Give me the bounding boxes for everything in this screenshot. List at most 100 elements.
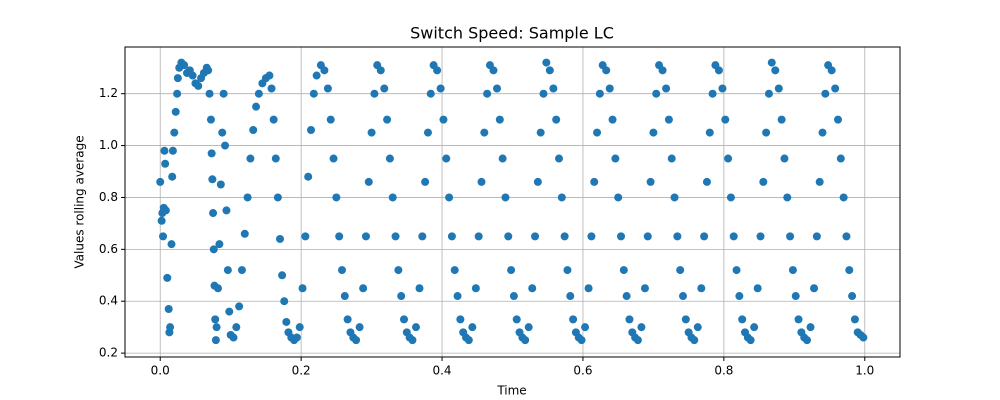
point — [512, 315, 521, 324]
point — [818, 128, 827, 137]
point — [474, 232, 483, 241]
point — [411, 323, 420, 332]
point — [566, 292, 575, 301]
point — [211, 315, 220, 324]
point — [276, 234, 284, 243]
point — [157, 216, 166, 225]
point — [794, 315, 803, 324]
point — [542, 58, 551, 67]
point — [180, 61, 189, 70]
point — [249, 126, 258, 135]
point — [280, 297, 289, 306]
point — [545, 66, 554, 75]
point — [207, 149, 216, 158]
point — [714, 66, 723, 75]
point — [477, 177, 486, 186]
point — [812, 232, 821, 241]
point — [521, 336, 530, 345]
point — [764, 89, 773, 98]
point — [219, 89, 228, 98]
point — [581, 323, 590, 332]
point — [593, 128, 602, 137]
point — [848, 292, 857, 301]
point — [323, 84, 332, 93]
point — [617, 232, 625, 241]
point — [442, 154, 451, 163]
point — [383, 115, 392, 124]
x-tick-label: 0.0 — [151, 364, 170, 378]
point — [376, 66, 385, 75]
point — [232, 323, 241, 332]
point — [859, 333, 868, 342]
point — [209, 209, 218, 218]
point — [834, 115, 842, 124]
point — [329, 154, 338, 163]
point — [569, 315, 578, 324]
point — [307, 126, 315, 135]
point — [471, 284, 480, 293]
point — [673, 232, 682, 241]
point — [842, 232, 851, 241]
point — [839, 193, 848, 202]
point — [252, 102, 261, 111]
point — [312, 71, 321, 80]
point — [216, 180, 225, 189]
point — [208, 175, 217, 184]
point — [221, 141, 230, 150]
point — [355, 323, 364, 332]
point — [343, 315, 352, 324]
point — [664, 115, 673, 124]
point — [827, 66, 836, 75]
point — [646, 177, 655, 186]
point — [509, 292, 518, 301]
point — [282, 317, 291, 326]
point — [676, 266, 685, 275]
point — [397, 292, 406, 301]
y-tick-label: 1.2 — [99, 86, 118, 100]
point — [391, 232, 400, 241]
point — [295, 323, 304, 332]
point — [161, 206, 170, 215]
point — [759, 177, 768, 186]
point — [729, 232, 738, 241]
point — [340, 292, 349, 301]
point — [361, 232, 370, 241]
point — [738, 315, 747, 324]
point — [380, 84, 389, 93]
point — [555, 154, 563, 163]
point — [836, 154, 845, 163]
point — [214, 284, 222, 293]
point — [721, 115, 730, 124]
point — [352, 336, 361, 345]
point — [450, 266, 459, 275]
point — [788, 266, 797, 275]
point — [643, 232, 652, 241]
point — [168, 172, 177, 181]
point — [206, 115, 215, 124]
point — [388, 193, 397, 202]
point — [464, 336, 473, 345]
point — [705, 128, 714, 137]
point — [539, 89, 548, 98]
point — [160, 146, 169, 155]
point — [394, 266, 403, 275]
point — [320, 66, 329, 75]
point — [619, 266, 628, 275]
point — [560, 232, 569, 241]
point — [850, 315, 859, 324]
point — [385, 154, 394, 163]
point — [218, 128, 227, 137]
point — [166, 323, 175, 332]
point — [237, 266, 246, 275]
point — [577, 336, 586, 345]
point — [831, 84, 840, 93]
point — [215, 240, 224, 249]
point — [780, 154, 789, 163]
y-tick-label: 0.6 — [99, 242, 118, 256]
point — [205, 89, 214, 98]
point — [690, 336, 699, 345]
point — [803, 336, 811, 345]
point — [697, 284, 706, 293]
point — [212, 323, 221, 332]
